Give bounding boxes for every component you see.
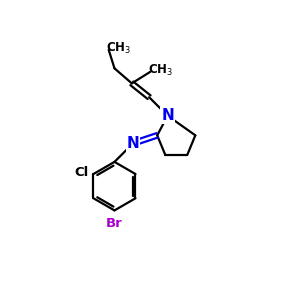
Text: Br: Br [106, 217, 123, 230]
Text: CH$_3$: CH$_3$ [106, 40, 131, 56]
Text: CH$_3$: CH$_3$ [148, 63, 173, 78]
Text: N: N [161, 108, 174, 123]
Text: Cl: Cl [74, 167, 88, 179]
Text: N: N [127, 136, 139, 151]
